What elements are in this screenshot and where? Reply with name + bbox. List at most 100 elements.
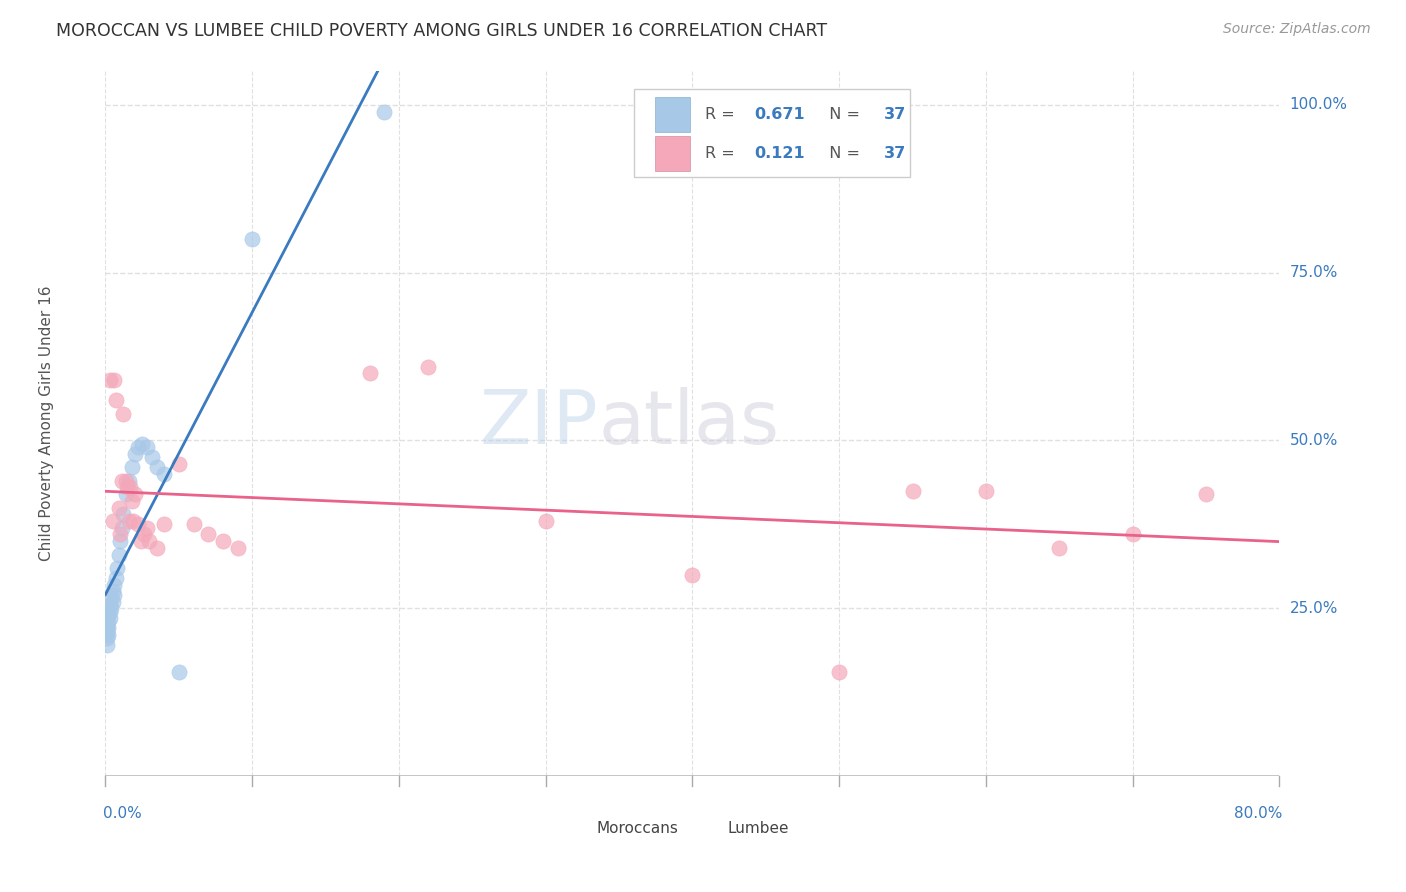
Point [108, 534, 131, 549]
Point [121, 460, 143, 475]
Point [359, 367, 381, 381]
Point [115, 487, 138, 501]
Text: ZIP: ZIP [479, 387, 599, 460]
Point [96, 618, 118, 632]
Point [120, 480, 142, 494]
Point [418, 359, 440, 374]
Point [100, 591, 122, 606]
Point [103, 578, 125, 592]
Point [901, 483, 924, 498]
Point [153, 467, 176, 481]
FancyBboxPatch shape [693, 813, 721, 845]
Text: N =: N = [820, 145, 865, 161]
Point [183, 517, 205, 532]
Point [135, 521, 157, 535]
Point [682, 567, 704, 582]
Text: MOROCCAN VS LUMBEE CHILD POVERTY AMONG GIRLS UNDER 16 CORRELATION CHART: MOROCCAN VS LUMBEE CHILD POVERTY AMONG G… [56, 22, 827, 40]
Point [96, 638, 118, 652]
Point [97, 615, 120, 629]
Point [131, 437, 153, 451]
Text: 0.671: 0.671 [755, 107, 806, 122]
Point [211, 534, 233, 549]
Point [132, 527, 155, 541]
Point [112, 508, 135, 522]
Point [129, 534, 152, 549]
Point [104, 571, 127, 585]
Point [122, 514, 145, 528]
Point [226, 541, 249, 555]
Point [197, 527, 219, 541]
Point [1195, 487, 1218, 501]
Point [118, 514, 141, 528]
Text: 37: 37 [884, 145, 905, 161]
Point [112, 407, 135, 421]
Text: R =: R = [706, 107, 740, 122]
Text: Child Poverty Among Girls Under 16: Child Poverty Among Girls Under 16 [39, 286, 55, 561]
Point [1122, 527, 1144, 541]
Point [124, 487, 146, 501]
Point [167, 457, 190, 471]
Point [104, 393, 127, 408]
Point [115, 474, 138, 488]
Point [138, 534, 160, 549]
Point [101, 584, 124, 599]
Text: 50.0%: 50.0% [1289, 433, 1339, 448]
Text: 100.0%: 100.0% [1289, 97, 1348, 112]
FancyBboxPatch shape [634, 89, 910, 177]
Point [167, 665, 190, 679]
Point [107, 500, 129, 515]
Point [240, 232, 263, 246]
Text: R =: R = [706, 145, 740, 161]
FancyBboxPatch shape [561, 813, 589, 845]
Point [146, 460, 169, 475]
Point [118, 474, 141, 488]
Point [100, 601, 122, 615]
Point [974, 483, 997, 498]
FancyBboxPatch shape [655, 97, 690, 132]
Point [110, 521, 132, 535]
Point [96, 621, 118, 635]
Point [98, 373, 121, 387]
Point [103, 588, 125, 602]
Point [97, 607, 120, 622]
Point [373, 104, 395, 119]
Point [101, 514, 124, 528]
Point [103, 373, 125, 387]
Text: 80.0%: 80.0% [1234, 806, 1282, 822]
Point [534, 514, 557, 528]
Point [97, 628, 120, 642]
Point [101, 594, 124, 608]
Text: Lumbee: Lumbee [728, 822, 789, 837]
Point [97, 621, 120, 635]
Text: N =: N = [820, 107, 865, 122]
Point [124, 447, 146, 461]
Point [1047, 541, 1070, 555]
Text: 0.121: 0.121 [755, 145, 806, 161]
Point [135, 440, 157, 454]
Point [107, 548, 129, 562]
Point [121, 494, 143, 508]
Point [127, 440, 149, 454]
Point [98, 605, 121, 619]
Point [141, 450, 163, 465]
Point [96, 624, 118, 639]
Text: 25.0%: 25.0% [1289, 600, 1339, 615]
Point [828, 665, 851, 679]
Point [146, 541, 169, 555]
Point [96, 632, 118, 646]
Point [117, 480, 139, 494]
Text: Moroccans: Moroccans [596, 822, 678, 837]
FancyBboxPatch shape [655, 136, 690, 170]
Point [98, 611, 121, 625]
Text: 37: 37 [884, 107, 905, 122]
Text: 0.0%: 0.0% [103, 806, 141, 822]
Point [108, 527, 131, 541]
Text: 75.0%: 75.0% [1289, 265, 1339, 280]
Point [105, 561, 128, 575]
Point [110, 474, 132, 488]
Text: atlas: atlas [599, 387, 779, 460]
Text: Source: ZipAtlas.com: Source: ZipAtlas.com [1223, 22, 1371, 37]
Point [153, 517, 176, 532]
Point [98, 598, 121, 612]
Point [127, 517, 149, 532]
